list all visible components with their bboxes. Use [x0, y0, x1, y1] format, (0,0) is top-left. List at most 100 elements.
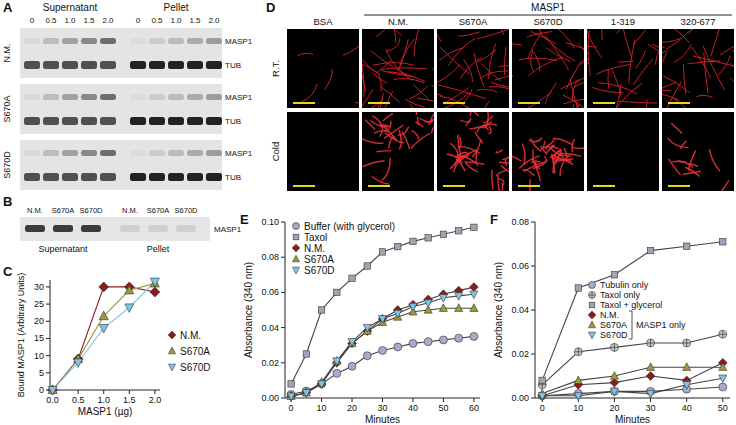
x-axis-label: Minutes: [365, 414, 400, 425]
legend-label: S670A: [180, 346, 210, 357]
y-tick: [531, 266, 535, 267]
filament: [597, 65, 630, 74]
filament: [382, 68, 426, 69]
filament: [588, 31, 590, 75]
filament: [433, 43, 434, 69]
gel-band: [206, 38, 222, 44]
marker: [470, 291, 478, 299]
y-tick: [281, 327, 285, 328]
x-tick-label: 0.0: [46, 395, 59, 405]
marker: [409, 303, 417, 311]
filament: [432, 123, 434, 133]
marker: [455, 334, 463, 342]
filament: [468, 112, 470, 115]
x-tick: [129, 390, 130, 394]
marker: [150, 279, 159, 288]
filament: [375, 131, 389, 133]
legend-label: S670D: [304, 265, 335, 276]
marker: [719, 330, 727, 338]
gel-band: [187, 38, 203, 44]
gel: [20, 217, 210, 241]
gel-band: [25, 225, 45, 232]
panel-d: DMASP1BSAN.M.S670AS670D1-319320-677R.T.C…: [266, 0, 736, 198]
gel: [20, 28, 222, 78]
marker: [125, 285, 134, 294]
marker: [647, 247, 653, 253]
filament: [718, 56, 730, 74]
gel-band: [149, 61, 165, 69]
marker: [610, 387, 618, 395]
marker: [683, 382, 691, 390]
filament: [636, 51, 645, 68]
band-label: TUB: [225, 117, 241, 126]
gel-band: [62, 38, 78, 44]
marker: [683, 363, 691, 371]
legend-label: N.M.: [304, 243, 325, 254]
filament: [499, 179, 504, 185]
x-tick-label: 10: [573, 403, 583, 413]
marker: [425, 235, 431, 241]
filament: [523, 170, 535, 176]
y-axis-label: Absorbance (340 nm): [243, 262, 254, 358]
marker-part: [592, 292, 593, 299]
gel-band: [24, 173, 40, 181]
gel-band: [187, 94, 203, 100]
y-tick: [46, 372, 50, 373]
filament: [649, 44, 659, 74]
gel-band: [130, 94, 146, 100]
lane-label: S670D: [80, 206, 104, 215]
gel-band: [149, 38, 165, 44]
filament: [664, 76, 690, 92]
y-tick-label: 0.06: [261, 287, 279, 297]
filament: [662, 39, 680, 43]
gel-band: [168, 150, 184, 156]
filament: [646, 100, 647, 108]
y-tick-label: 0.02: [511, 349, 529, 359]
y-tick: [46, 286, 50, 287]
filament: [634, 59, 653, 84]
band-label: MASP1: [225, 149, 253, 158]
lane-amount: 1.0: [170, 16, 182, 25]
y-tick-label: 0.04: [261, 323, 279, 333]
gel-band: [43, 173, 59, 181]
filament: [533, 150, 538, 168]
micrograph: [287, 29, 359, 108]
marker-part: [719, 330, 727, 338]
marker: [719, 383, 727, 391]
marker: [169, 347, 176, 354]
filaments: [437, 29, 509, 108]
filament: [560, 153, 580, 156]
gel-band: [24, 117, 40, 125]
filament: [418, 117, 419, 124]
row-label: R.T.: [270, 60, 281, 77]
filament: [551, 157, 571, 161]
marker: [610, 388, 618, 396]
gel: [20, 84, 222, 134]
group-label: MASP1: [531, 2, 565, 13]
filament: [563, 95, 584, 108]
marker: [588, 311, 596, 319]
gel-band: [62, 150, 78, 156]
filament: [379, 74, 382, 91]
filaments: [662, 29, 734, 108]
gel-band: [206, 150, 222, 156]
gel-band: [100, 94, 116, 100]
x-tick: [382, 398, 383, 402]
marker: [455, 293, 463, 301]
filament: [566, 43, 584, 59]
group-label: Supernatant: [38, 244, 88, 254]
legend: Tubulin onlyTaxol onlyTaxol + glycerolN.…: [588, 280, 686, 340]
filament: [477, 89, 497, 91]
y-tick: [281, 292, 285, 293]
marker: [125, 304, 134, 313]
marker-part: [722, 330, 723, 338]
x-tick: [650, 398, 651, 402]
chart: E01020304050600.000.020.040.060.080.10Mi…: [240, 212, 480, 425]
legend-label: Buffer (with glycerol): [304, 221, 395, 232]
filament: [662, 82, 676, 99]
filament: [563, 99, 584, 104]
filament: [522, 144, 525, 164]
gel-band: [81, 150, 97, 156]
gel-band: [81, 61, 97, 69]
scale-bar: [668, 185, 690, 187]
